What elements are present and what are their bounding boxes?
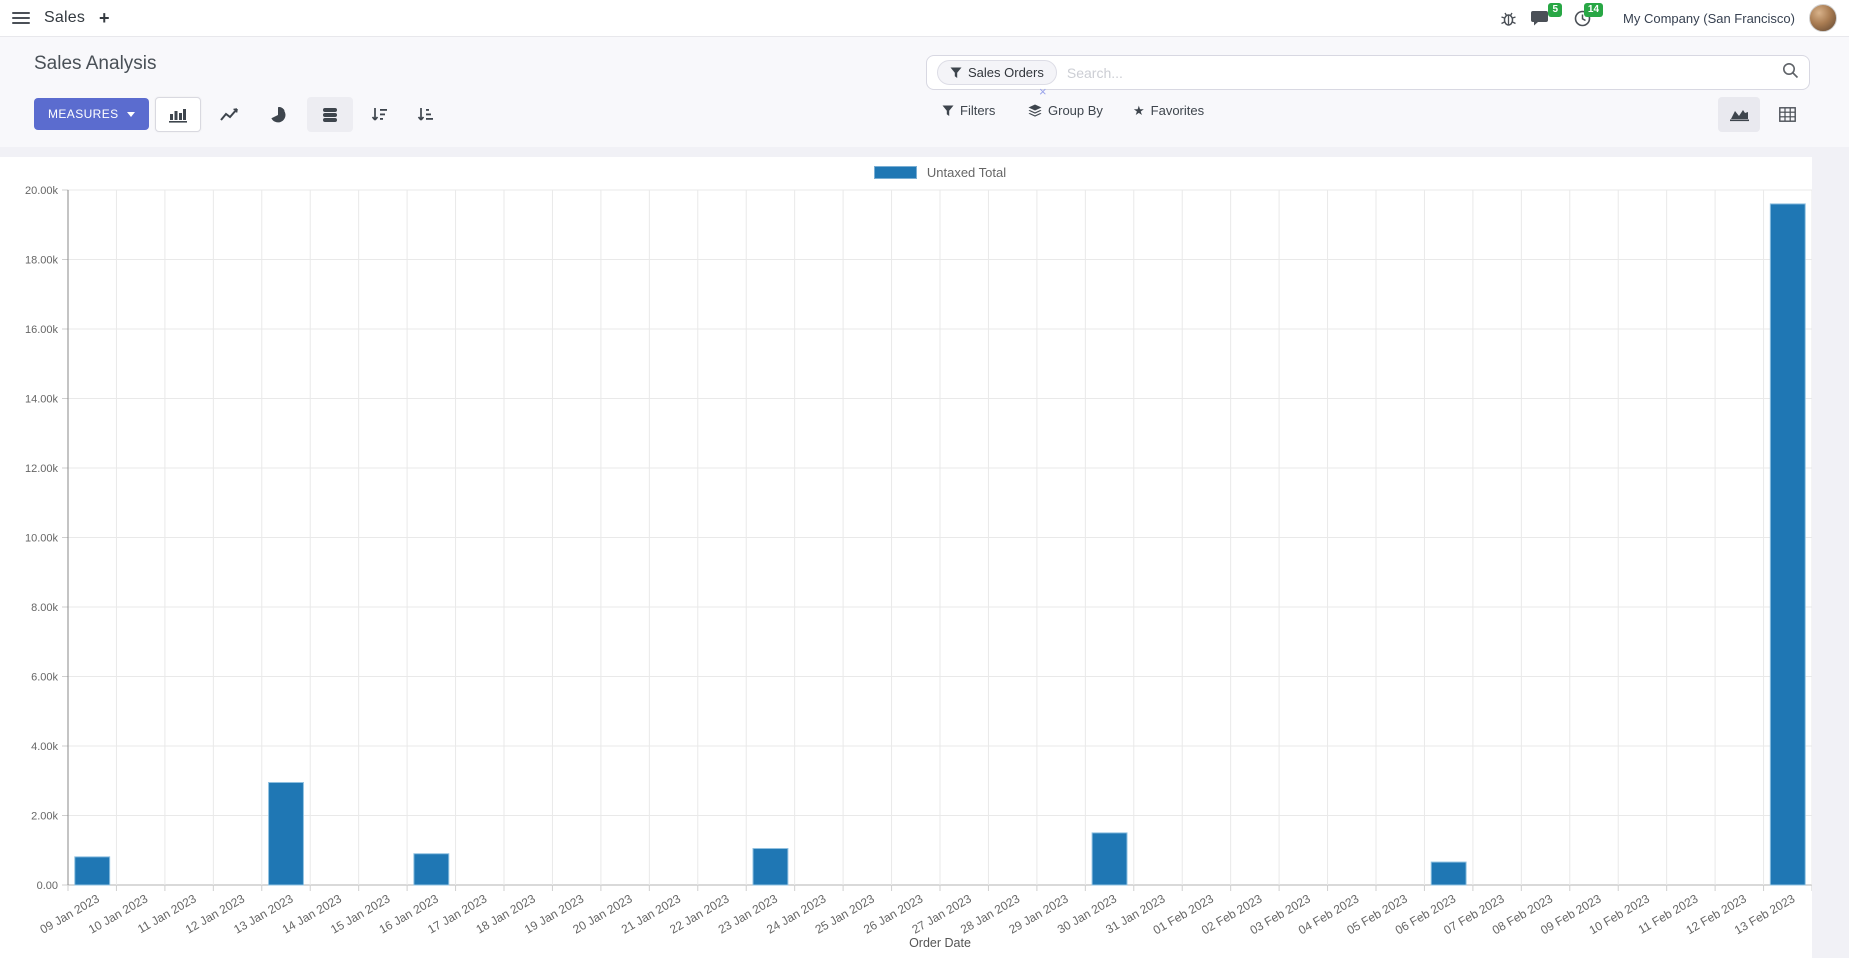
filter-funnel-icon — [942, 105, 954, 116]
search-facet-sales-orders[interactable]: Sales Orders — [937, 60, 1057, 85]
search-facet-label: Sales Orders — [968, 65, 1044, 80]
filter-funnel-icon — [950, 67, 962, 78]
bar-23-jan-2023[interactable] — [752, 848, 789, 886]
filters-button[interactable]: Filters — [942, 103, 995, 118]
y-axis-tick-label: 6.00k — [31, 672, 58, 684]
bug-icon — [1501, 12, 1516, 26]
y-axis-tick-label: 14.00k — [25, 394, 59, 406]
area-chart-icon — [1729, 110, 1749, 122]
facet-remove-icon[interactable]: × — [1039, 84, 1047, 99]
legend-item-untaxed-total[interactable]: Untaxed Total — [873, 165, 1007, 180]
app-menu-sales[interactable]: Sales — [44, 9, 86, 26]
messages-count-badge: 5 — [1548, 2, 1563, 17]
layers-icon — [1028, 104, 1042, 117]
line-chart-mode-button[interactable] — [206, 97, 252, 132]
y-axis-tick-label: 4.00k — [31, 741, 58, 753]
sort-descending-button[interactable] — [356, 97, 402, 132]
page-title: Sales Analysis — [34, 53, 157, 74]
pivot-grid-icon — [1778, 107, 1796, 122]
activities-count-badge: 14 — [1583, 2, 1604, 17]
stacked-database-icon — [323, 107, 337, 122]
star-icon: ★ — [1133, 103, 1145, 118]
bar-chart: 0.00 2.00k 4.00k 6.00k 8.00k 10.00k 12.00k 14.0… — [25, 185, 1812, 950]
company-switcher[interactable]: My Company (San Francisco) — [1623, 10, 1795, 26]
chat-bubble-icon — [1531, 10, 1549, 25]
content-background: Untaxed Total 0.00 2.00k 4.00k 6.00k 8.00k 10… — [0, 147, 1849, 958]
bar-13-jan-2023[interactable] — [268, 781, 304, 886]
y-axis-tick-label: 10.00k — [25, 533, 59, 545]
measures-button[interactable]: MEASURES — [34, 98, 149, 130]
bar-13-feb-2023[interactable] — [1769, 203, 1806, 886]
pie-chart-icon — [271, 106, 286, 122]
search-input[interactable]: Search... — [1066, 64, 1123, 81]
bar-chart-icon — [169, 108, 187, 123]
pie-chart-mode-button[interactable] — [255, 97, 301, 132]
line-chart-icon — [219, 108, 238, 121]
sort-ascending-icon — [417, 107, 433, 121]
view-switch-graph-button[interactable] — [1718, 97, 1760, 132]
bar-chart-mode-button[interactable] — [155, 97, 201, 132]
user-avatar[interactable] — [1809, 4, 1837, 32]
legend-label: Untaxed Total — [926, 165, 1007, 180]
y-axis-tick-label: 18.00k — [25, 255, 59, 267]
x-axis-title: Order Date — [909, 936, 971, 950]
search-icon[interactable] — [1782, 62, 1799, 84]
sort-descending-icon — [371, 107, 387, 121]
debug-bug-icon[interactable] — [1500, 10, 1517, 27]
bar-09-jan-2023[interactable] — [74, 856, 111, 886]
bar-30-jan-2023[interactable] — [1091, 832, 1128, 886]
search-bar[interactable]: Sales Orders Search... × — [926, 55, 1810, 99]
top-navbar: Sales + 5 14 My Company (San Francisco) — [0, 0, 1849, 37]
sort-ascending-button[interactable] — [402, 97, 448, 132]
control-panel: Sales Analysis Sales Orders Search... × … — [0, 37, 1849, 147]
hamburger-menu-icon[interactable] — [12, 11, 30, 25]
chart-legend: Untaxed Total — [68, 165, 1812, 180]
view-switch-pivot-button[interactable] — [1766, 97, 1808, 132]
y-axis-tick-label: 2.00k — [31, 811, 58, 823]
group-by-button[interactable]: Group By — [1028, 103, 1103, 118]
y-axis-tick-label: 12.00k — [25, 463, 59, 475]
y-axis-tick-label: 8.00k — [31, 602, 58, 614]
y-axis-tick-label: 20.00k — [25, 185, 59, 197]
stacked-toggle-button[interactable] — [307, 97, 353, 132]
favorites-button[interactable]: ★ Favorites — [1133, 103, 1205, 118]
y-axis-tick-label: 16.00k — [25, 324, 59, 336]
y-axis-tick-label: 0.00 — [37, 880, 58, 892]
bar-16-jan-2023[interactable] — [413, 853, 450, 886]
activities-button[interactable]: 14 — [1574, 2, 1604, 27]
legend-color-swatch — [873, 166, 917, 179]
clock-icon — [1574, 10, 1591, 26]
bar-06-feb-2023[interactable] — [1430, 861, 1467, 886]
chevron-down-icon — [126, 111, 135, 117]
messages-button[interactable]: 5 — [1531, 2, 1563, 27]
new-tab-plus-button[interactable]: + — [99, 8, 110, 28]
chart-card: Untaxed Total 0.00 2.00k 4.00k 6.00k 8.00k 10… — [0, 157, 1812, 958]
